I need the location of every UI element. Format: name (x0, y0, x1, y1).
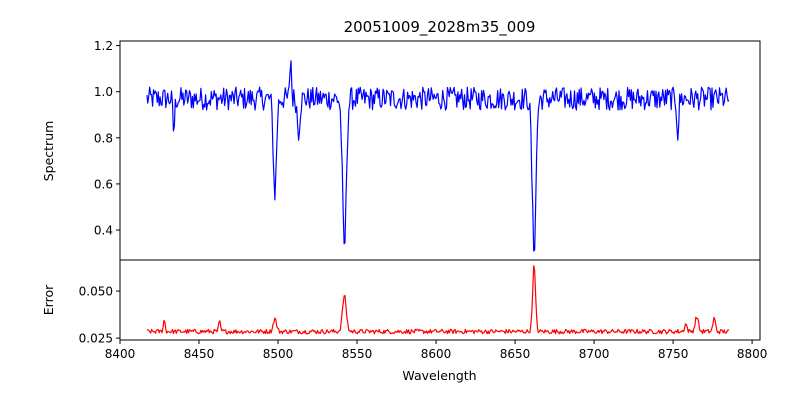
y-axis-label-error: Error (41, 284, 56, 315)
x-tick-label: 8700 (579, 347, 610, 361)
x-tick-label: 8650 (500, 347, 531, 361)
plot-frame-spectrum (119, 40, 761, 261)
y-tick-label: 0.050 (79, 285, 113, 299)
y-tick-label: 0.6 (94, 177, 113, 191)
x-tick-label: 8500 (263, 347, 294, 361)
y-axis-label-spectrum: Spectrum (41, 121, 56, 182)
x-tick-label: 8750 (658, 347, 689, 361)
y-tick-label: 1.2 (94, 39, 113, 53)
y-tick-label: 1.0 (94, 85, 113, 99)
series-line-spectrum (146, 60, 730, 252)
plot-frame-error (119, 259, 761, 341)
y-tick-label: 0.4 (94, 224, 113, 238)
x-tick-label: 8800 (737, 347, 768, 361)
x-tick-label: 8450 (184, 347, 215, 361)
x-axis-label: Wavelength (402, 368, 476, 383)
chart-marks: 0.4 0.6 0.8 1.0 1.2 0.025 0.050 8400 8450 8500 855… (79, 39, 768, 361)
chart-title: 20051009_2028m35_009 (344, 18, 536, 37)
y-tick-label: 0.025 (79, 332, 113, 346)
x-tick-label: 8600 (421, 347, 452, 361)
x-tick-label: 8400 (105, 347, 136, 361)
x-tick-label: 8550 (342, 347, 373, 361)
y-tick-label: 0.8 (94, 131, 113, 145)
series-line-error (146, 265, 730, 335)
